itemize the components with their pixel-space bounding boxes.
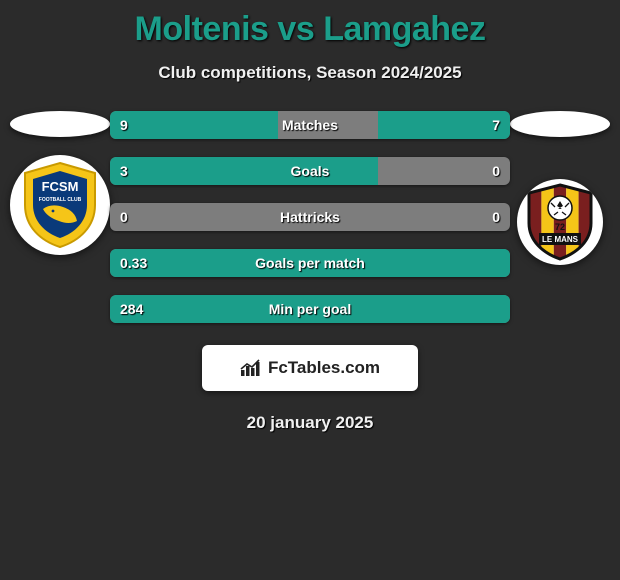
footer-badge: FcTables.com [202,345,418,391]
team2-ellipse [510,111,610,137]
team2-logo-column: LE MANS 72 [500,111,620,265]
team1-shield-icon: FCSM FOOTBALL CLUB [21,161,99,249]
subtitle: Club competitions, Season 2024/2025 [0,63,620,83]
bar-label: Goals per match [110,249,510,277]
page-title: Moltenis vs Lamgahez [0,0,620,49]
team1-name: Moltenis [135,10,269,48]
bar-label: Matches [110,111,510,139]
svg-text:72: 72 [555,222,565,232]
date-text: 20 january 2025 [0,413,620,433]
bar-label: Goals [110,157,510,185]
team1-logo: FCSM FOOTBALL CLUB [10,155,110,255]
team1-logo-column: FCSM FOOTBALL CLUB [0,111,120,255]
chart-icon [240,359,262,377]
stats-bars: 97Matches 30Goals 00Hattricks 0.33Goals per… [110,111,510,323]
comparison-content: FCSM FOOTBALL CLUB [0,111,620,323]
stat-row: 284Min per goal [110,295,510,323]
team1-ellipse [10,111,110,137]
svg-text:LE MANS: LE MANS [542,235,579,244]
svg-text:FOOTBALL CLUB: FOOTBALL CLUB [39,197,82,203]
stat-row: 30Goals [110,157,510,185]
svg-text:FCSM: FCSM [42,179,79,194]
team2-name: Lamgahez [323,10,485,48]
bar-label: Hattricks [110,203,510,231]
stat-row: 97Matches [110,111,510,139]
stat-row: 00Hattricks [110,203,510,231]
team2-shield-icon: LE MANS 72 [525,183,595,261]
vs-text: vs [277,10,314,48]
footer-brand: FcTables.com [268,358,380,378]
team2-logo: LE MANS 72 [517,179,603,265]
stat-row: 0.33Goals per match [110,249,510,277]
bar-label: Min per goal [110,295,510,323]
